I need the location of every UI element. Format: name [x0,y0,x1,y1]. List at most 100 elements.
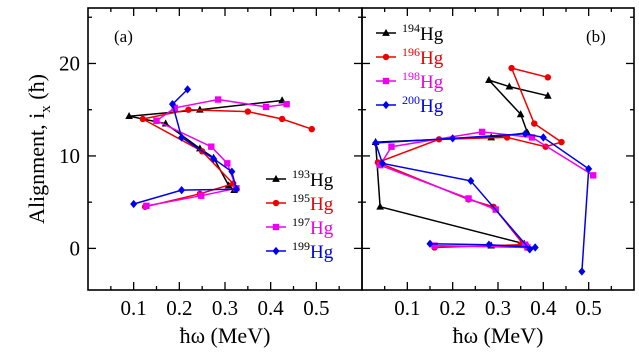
legend-mass: 193 [292,167,310,181]
point-marker [516,110,525,118]
y-axis-title-main: Alignment, i [24,113,49,224]
point-marker [224,160,231,167]
point-marker [125,112,133,120]
x-tick-label: 0.5 [576,296,602,320]
point-marker [272,199,280,207]
legend-item: 200Hg [376,93,444,117]
point-marker [503,134,511,141]
legend-mass: 198 [402,69,420,83]
x-tick-label: 0.5 [303,296,329,320]
point-marker [178,133,186,142]
series-197Hg [143,96,290,210]
y-axis-title-text: Alignment, ix (ħ) [24,74,54,224]
y-tick-label: 20 [59,51,80,75]
legend-item: 196Hg [376,45,444,69]
point-marker [558,138,565,146]
panel-a-ticks: 0.1 0.2 0.3 0.4 0.5 0 10 20 [59,8,362,320]
legend-item: 195Hg [266,191,334,215]
y-tick-label: 0 [70,236,81,260]
y-tick-label: 10 [59,144,80,168]
point-marker [505,82,514,90]
point-marker [449,134,457,143]
point-marker [376,161,384,169]
point-marker [544,74,552,81]
legend-element: Hg [310,194,334,215]
series-200Hg [372,129,593,276]
point-marker [168,99,177,109]
point-marker [278,115,286,123]
legend-element: Hg [310,170,334,191]
legend-element: Hg [420,48,444,69]
y-axis-title-subscript: x [38,105,54,113]
legend-label: 198Hg [402,69,444,93]
point-marker [590,172,597,179]
point-marker [139,115,146,123]
point-marker [283,100,290,108]
point-marker [485,240,493,249]
legend-element: Hg [420,96,444,117]
point-marker [531,243,539,252]
legend-item: 198Hg [376,69,444,93]
point-marker [262,103,270,111]
point-marker [143,202,150,210]
panel-b-x-axis-title: ħω (MeV) [453,323,544,348]
point-marker [388,143,395,150]
panel-a-x-axis-title: ħω (MeV) [180,323,271,348]
x-tick-label: 0.3 [485,296,511,320]
point-marker [232,185,240,194]
series-line [133,88,238,205]
legend-item: 194Hg [376,21,444,45]
point-marker [465,195,472,202]
panel-a-label: (a) [114,27,133,46]
legend-item: 197Hg [266,215,334,239]
series-198Hg [376,128,597,251]
y-axis-title-unit: (ħ) [24,74,49,105]
point-marker [539,133,547,142]
panel-b-ticks: 0.1 0.2 0.3 0.4 0.5 [362,8,634,320]
point-marker [544,91,552,99]
point-marker [130,199,138,209]
point-marker [272,223,280,231]
legend-item: 193Hg [266,167,334,191]
point-marker [184,85,192,94]
point-marker [376,202,384,210]
point-marker [244,108,252,115]
legend-label: 194Hg [402,21,444,45]
point-marker [578,267,586,276]
legend-label: 197Hg [292,215,334,239]
point-marker [228,167,236,176]
x-tick-label: 0.2 [440,296,466,320]
legend-mass: 200 [402,93,420,107]
x-tick-label: 0.4 [258,296,285,320]
legend-element: Hg [420,72,444,93]
point-marker [426,239,434,248]
panel-b-label: (b) [586,27,606,46]
legend-mass: 196 [402,45,420,59]
legend-mass: 197 [292,215,310,229]
legend-mass: 199 [292,239,310,253]
point-marker [208,143,215,150]
point-marker [508,64,515,72]
x-tick-label: 0.3 [212,296,238,320]
point-marker [372,138,380,148]
series-line [374,132,590,272]
legend-mass: 195 [292,191,310,205]
point-marker [485,75,493,83]
point-marker [198,192,205,199]
point-marker [382,28,390,36]
legend-label: 200Hg [402,93,444,117]
point-marker [210,154,218,163]
point-marker [382,77,390,85]
legend-mass: 194 [402,21,420,35]
point-marker [153,117,160,124]
point-marker [431,242,438,249]
legend-element: Hg [310,242,334,263]
x-tick-label: 0.2 [166,296,192,320]
point-marker [171,104,178,112]
point-marker [467,176,475,186]
